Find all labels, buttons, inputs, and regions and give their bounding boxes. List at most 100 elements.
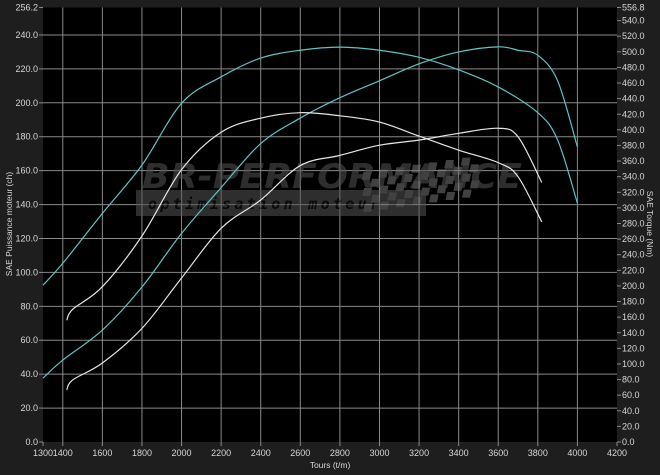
flag-square xyxy=(387,192,398,201)
x-tick-label: 3800 xyxy=(528,448,548,458)
y2-tick-label: 400.0 xyxy=(622,125,645,135)
flag-square xyxy=(395,183,406,192)
y2-tick-label: 220.0 xyxy=(622,265,645,275)
x-tick-label: 4200 xyxy=(607,448,627,458)
flag-square xyxy=(403,190,414,198)
y2-tick-label: 320.0 xyxy=(622,187,645,197)
flag-square xyxy=(460,157,471,166)
flag-square xyxy=(411,180,422,189)
y-tick-label: 256.2 xyxy=(15,3,38,13)
series-line-3 xyxy=(66,112,543,321)
y2-tick-label: 20.0 xyxy=(622,421,640,431)
flag-square xyxy=(362,204,373,212)
x-tick-label: 2400 xyxy=(251,448,271,458)
y2-tick-label: 460.0 xyxy=(622,78,645,88)
y-tick-label: 80.0 xyxy=(20,301,38,311)
y2-tick-label: 180.0 xyxy=(622,297,645,307)
watermark-logo: BR-PERFORMANCE optimisation moteur xyxy=(136,157,522,216)
flag-square xyxy=(436,185,447,194)
y2-tick-label: 520.0 xyxy=(622,31,645,41)
flag-square xyxy=(386,176,397,185)
tick-labels: 1300 1400 1600 1800 2000 2200 2400 2600 2800 3000… xyxy=(15,3,644,459)
y2-tick-label: 480.0 xyxy=(622,62,645,72)
y2-tick-label: 140.0 xyxy=(622,328,645,338)
y-axis-label: SAE Puissance moteur (ch) xyxy=(4,172,14,277)
flag-square xyxy=(469,180,480,189)
x-tick-label: 1400 xyxy=(53,448,73,458)
flag-square xyxy=(453,182,464,191)
x-tick-label: 3400 xyxy=(449,448,469,458)
y2-tick-label: 556.8 xyxy=(622,3,645,13)
y-tick-label: 200.0 xyxy=(15,98,38,108)
flag-square xyxy=(411,164,421,173)
y2-tick-label: 100.0 xyxy=(622,359,645,369)
flag-square xyxy=(370,178,380,187)
flag-square xyxy=(444,176,455,184)
x-tick-label: 2800 xyxy=(330,448,350,458)
y2-tick-label: 280.0 xyxy=(622,219,645,229)
y-tick-label: 240.0 xyxy=(15,30,38,40)
x-tick-label: 1300 xyxy=(33,448,53,458)
x-tick-label: 3200 xyxy=(409,448,429,458)
flag-square xyxy=(361,172,372,180)
flag-square xyxy=(412,196,423,205)
y2-tick-label: 160.0 xyxy=(622,312,645,322)
x-tick-label: 3600 xyxy=(488,448,508,458)
y-tick-label: 20.0 xyxy=(20,403,38,413)
flag-square xyxy=(444,160,454,168)
y-tick-label: 160.0 xyxy=(15,166,38,176)
series-line-0 xyxy=(42,46,578,379)
plot-area xyxy=(43,7,617,442)
flag-square xyxy=(461,189,472,198)
y2-tick-label: 540.0 xyxy=(622,16,645,26)
y-tick-label: 220.0 xyxy=(15,64,38,74)
y2-tick-label: 260.0 xyxy=(622,234,645,244)
x-tick-label: 4000 xyxy=(567,448,587,458)
flag-square xyxy=(370,194,381,203)
checkered-flag-icon xyxy=(361,157,480,212)
y2-tick-label: 420.0 xyxy=(622,109,645,119)
x-tick-label: 2200 xyxy=(211,448,231,458)
y2-axis-label: SAE Torque (Nm) xyxy=(645,191,655,258)
y2-tick-label: 340.0 xyxy=(622,172,645,182)
y2-tick-label: 440.0 xyxy=(622,94,645,104)
y2-tick-label: 0.0 xyxy=(622,437,635,447)
y2-tick-label: 40.0 xyxy=(622,406,640,416)
flag-square xyxy=(436,169,447,178)
x-tick-label: 2000 xyxy=(172,448,192,458)
series-layer xyxy=(42,46,578,391)
flag-square xyxy=(428,194,439,203)
x-tick-label: 1600 xyxy=(92,448,112,458)
x-tick-label: 1800 xyxy=(132,448,152,458)
watermark-band xyxy=(136,190,426,216)
y-tick-label: 40.0 xyxy=(20,369,38,379)
y2-tick-label: 360.0 xyxy=(622,156,645,166)
y2-tick-label: 200.0 xyxy=(622,281,645,291)
y-tick-label: 60.0 xyxy=(20,335,38,345)
x-axis-label: Tours (t/m) xyxy=(310,460,351,470)
grid xyxy=(43,7,617,442)
flag-square xyxy=(394,167,405,176)
flag-square xyxy=(379,201,390,210)
flag-square xyxy=(445,192,456,200)
y-tick-label: 120.0 xyxy=(15,233,38,243)
y-tick-label: 100.0 xyxy=(15,267,38,277)
series-line-2 xyxy=(66,127,543,391)
flag-square xyxy=(427,162,438,171)
y2-tick-label: 60.0 xyxy=(622,390,640,400)
y-tick-label: 180.0 xyxy=(15,132,38,142)
series-line-1 xyxy=(42,46,578,286)
y2-tick-label: 240.0 xyxy=(622,250,645,260)
flag-square xyxy=(362,188,373,196)
flag-square xyxy=(378,169,388,178)
x-tick-label: 2600 xyxy=(290,448,310,458)
y2-tick-label: 80.0 xyxy=(622,375,640,385)
flag-square xyxy=(420,187,431,196)
y2-tick-label: 380.0 xyxy=(622,140,645,150)
flag-square xyxy=(403,174,414,182)
y-tick-label: 140.0 xyxy=(15,200,38,210)
y-tick-label: 0.0 xyxy=(25,437,38,447)
y2-tick-label: 500.0 xyxy=(622,47,645,57)
flag-square xyxy=(428,178,439,187)
